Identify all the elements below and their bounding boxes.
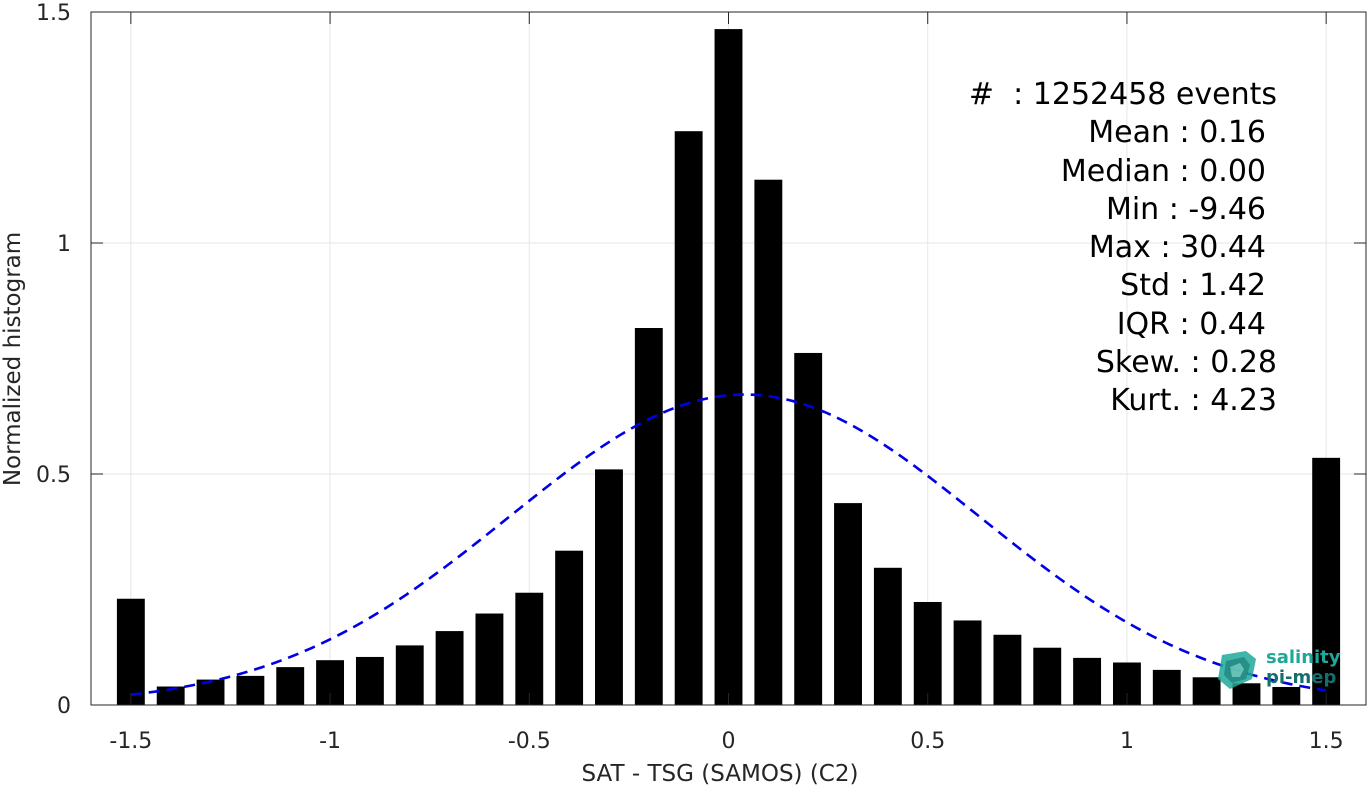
histogram-bar bbox=[1192, 677, 1221, 705]
y-tick-label: 0 bbox=[57, 694, 71, 719]
histogram-bar bbox=[1152, 669, 1181, 705]
histogram-bar bbox=[555, 550, 584, 705]
stat-median: Median : 0.00 bbox=[1060, 153, 1266, 189]
histogram-bar bbox=[1272, 686, 1301, 705]
stat-kurt: Kurt. : 4.23 bbox=[1110, 383, 1277, 419]
logo-mark-icon bbox=[1218, 651, 1256, 689]
histogram-bar bbox=[276, 667, 305, 705]
histogram-bar bbox=[993, 634, 1022, 705]
histogram-bar bbox=[1033, 647, 1062, 705]
y-tick-label: 1.5 bbox=[36, 1, 71, 26]
histogram-bars bbox=[116, 29, 1341, 706]
logo-line2: pi-mep bbox=[1266, 667, 1337, 688]
histogram-bar bbox=[674, 131, 703, 706]
x-axis-label: SAT - TSG (SAMOS) (C2) bbox=[582, 761, 859, 785]
histogram-bar bbox=[595, 469, 623, 705]
stat-iqr: IQR : 0.44 bbox=[1116, 306, 1266, 342]
logo-line1: salinity bbox=[1266, 647, 1341, 668]
histogram-bar bbox=[634, 328, 663, 705]
histogram-bar bbox=[714, 29, 743, 706]
x-tick-label: -1.5 bbox=[109, 729, 152, 754]
histogram-bar bbox=[754, 179, 783, 705]
stat-max: Max : 30.44 bbox=[1088, 230, 1266, 266]
x-tick-label: 1.5 bbox=[1309, 729, 1344, 754]
histogram-bar bbox=[834, 503, 862, 705]
histogram-bar bbox=[913, 601, 942, 705]
stat-events: # : 1252458 events bbox=[968, 77, 1277, 112]
x-tick-label: -1 bbox=[319, 729, 341, 754]
histogram-bar bbox=[1073, 657, 1102, 705]
histogram-bar bbox=[395, 645, 424, 705]
gaussian-fit-curve bbox=[130, 393, 1327, 697]
x-tick-label: -0.5 bbox=[508, 729, 551, 754]
histogram-bar bbox=[953, 620, 982, 705]
y-axis-label: Normalized histogram bbox=[0, 232, 26, 486]
x-tick-label: 1 bbox=[1120, 729, 1134, 754]
x-tick-label: 0.5 bbox=[910, 729, 945, 754]
y-axis-ticks: 0 0.5 1 1.5 bbox=[36, 1, 1366, 719]
stat-std: Std : 1.42 bbox=[1120, 268, 1266, 304]
x-axis-ticks: -1.5 -1 -0.5 0 0.5 1 1.5 bbox=[109, 12, 1344, 754]
stat-mean: Mean : 0.16 bbox=[1088, 115, 1266, 151]
statistics-annotation: # : 1252458 events Mean : 0.16 Median : … bbox=[969, 76, 1277, 421]
histogram-bar bbox=[196, 679, 225, 705]
histogram-bar bbox=[873, 567, 902, 705]
y-tick-label: 0.5 bbox=[36, 463, 71, 488]
stat-min: Min : -9.46 bbox=[1105, 191, 1266, 227]
x-tick-label: 0 bbox=[722, 729, 736, 754]
stat-skew: Skew. : 0.28 bbox=[1095, 345, 1277, 381]
histogram-bar bbox=[1312, 457, 1341, 705]
histogram-bar bbox=[116, 598, 145, 705]
logo-text: salinity pi-mep bbox=[1266, 648, 1341, 688]
y-tick-label: 1 bbox=[57, 232, 71, 257]
histogram-bar bbox=[156, 686, 185, 705]
histogram-bar bbox=[1232, 683, 1261, 705]
histogram-bar bbox=[355, 656, 384, 705]
histogram-bar bbox=[515, 592, 544, 705]
histogram-bar bbox=[794, 352, 823, 705]
salinity-pi-mep-logo: salinity pi-mep bbox=[1216, 646, 1346, 694]
histogram-bar bbox=[435, 631, 464, 705]
histogram-bar bbox=[236, 675, 265, 705]
histogram-bar bbox=[475, 613, 504, 705]
